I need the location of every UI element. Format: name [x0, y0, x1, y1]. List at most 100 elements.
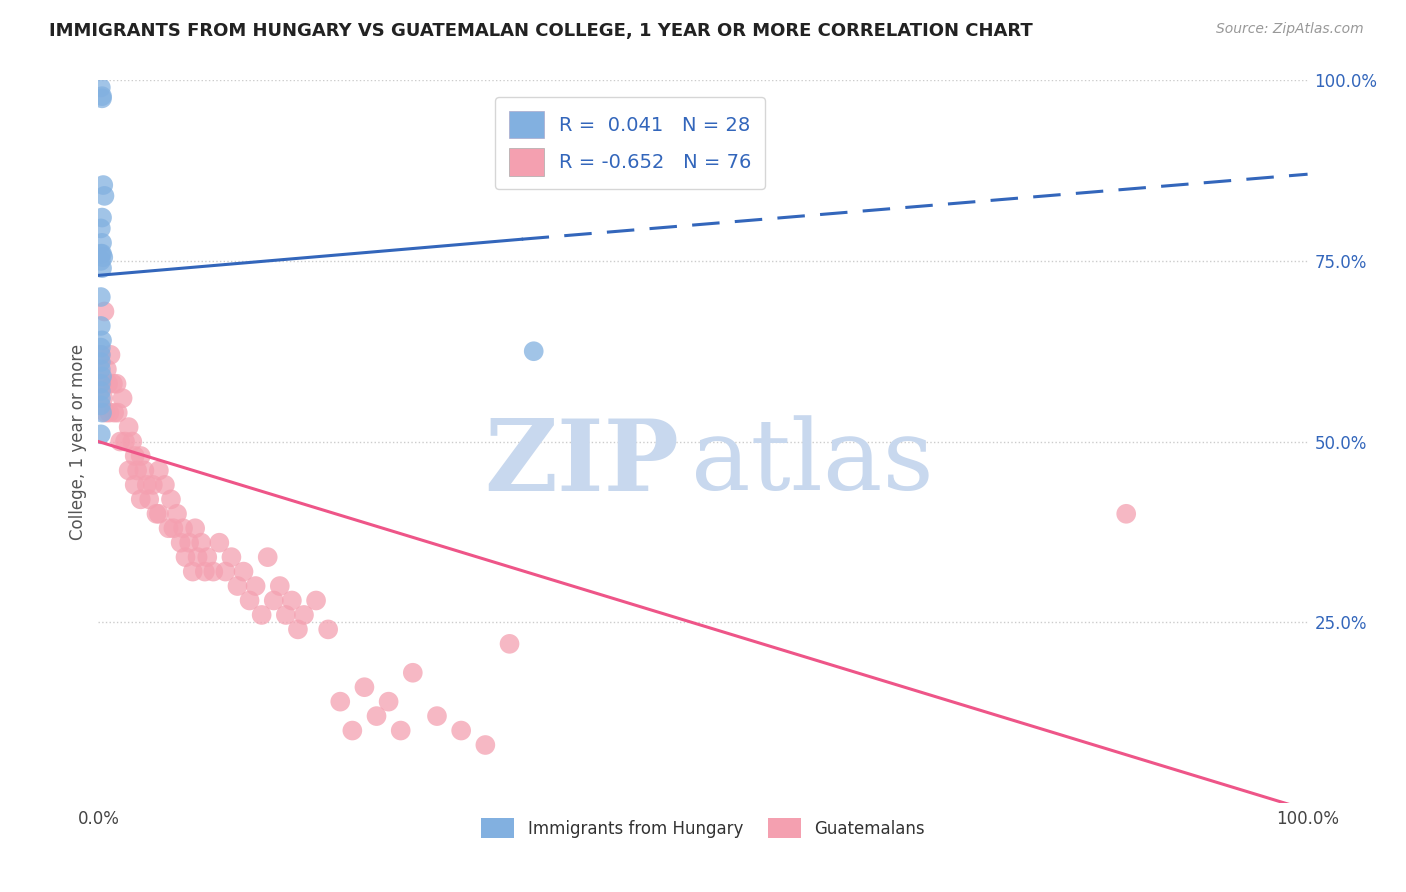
Point — [98, 406, 121, 420]
Point — [250, 607, 273, 622]
Point — [329, 695, 352, 709]
Point — [91, 89, 114, 103]
Point — [426, 709, 449, 723]
Point — [157, 521, 180, 535]
Point — [245, 579, 267, 593]
Point — [114, 434, 136, 449]
Point — [91, 178, 114, 192]
Point — [90, 362, 112, 376]
Point — [90, 348, 112, 362]
Point — [142, 478, 165, 492]
Point — [342, 723, 364, 738]
Point — [90, 253, 112, 268]
Point — [138, 492, 160, 507]
Point — [269, 579, 291, 593]
Point — [239, 593, 262, 607]
Point — [91, 235, 114, 250]
Point — [91, 369, 114, 384]
Point — [94, 406, 117, 420]
Point — [129, 449, 152, 463]
Point — [281, 593, 304, 607]
Point — [127, 463, 149, 477]
Point — [121, 434, 143, 449]
Point — [366, 709, 388, 723]
Point — [402, 665, 425, 680]
Point — [316, 623, 339, 637]
Point — [91, 261, 114, 276]
Point — [103, 406, 125, 420]
Point — [96, 362, 118, 376]
Point — [93, 304, 115, 318]
Point — [162, 521, 184, 535]
Point — [90, 290, 112, 304]
Point — [91, 334, 114, 348]
Point — [523, 344, 546, 359]
Point — [148, 463, 170, 477]
Point — [1115, 507, 1137, 521]
Point — [153, 478, 176, 492]
Point — [90, 246, 112, 260]
Y-axis label: College, 1 year or more: College, 1 year or more — [69, 343, 87, 540]
Point — [90, 398, 112, 412]
Point — [208, 535, 231, 549]
Point — [179, 535, 201, 549]
Point — [90, 341, 112, 355]
Point — [90, 318, 112, 333]
Point — [134, 463, 156, 477]
Point — [129, 492, 152, 507]
Point — [111, 391, 134, 405]
Point — [353, 680, 375, 694]
Point — [194, 565, 217, 579]
Point — [91, 211, 114, 225]
Point — [221, 550, 243, 565]
Point — [107, 406, 129, 420]
Point — [190, 535, 212, 549]
Point — [97, 376, 120, 391]
Point — [135, 478, 157, 492]
Point — [498, 637, 520, 651]
Point — [169, 535, 191, 549]
Point — [305, 593, 328, 607]
Text: Source: ZipAtlas.com: Source: ZipAtlas.com — [1216, 22, 1364, 37]
Text: ZIP: ZIP — [484, 415, 679, 512]
Point — [91, 376, 114, 391]
Point — [124, 449, 146, 463]
Point — [91, 406, 114, 420]
Point — [90, 391, 112, 405]
Point — [91, 250, 114, 264]
Point — [90, 348, 112, 362]
Point — [118, 420, 141, 434]
Point — [195, 550, 218, 565]
Point — [174, 550, 197, 565]
Point — [90, 427, 112, 442]
Point — [263, 593, 285, 607]
Point — [101, 376, 124, 391]
Point — [90, 80, 112, 95]
Point — [181, 565, 204, 579]
Legend: Immigrants from Hungary, Guatemalans: Immigrants from Hungary, Guatemalans — [474, 812, 932, 845]
Point — [90, 376, 112, 391]
Point — [184, 521, 207, 535]
Point — [145, 507, 167, 521]
Point — [108, 434, 131, 449]
Point — [274, 607, 297, 622]
Point — [91, 91, 114, 105]
Point — [187, 550, 209, 565]
Point — [90, 221, 112, 235]
Point — [160, 492, 183, 507]
Point — [232, 565, 254, 579]
Point — [292, 607, 315, 622]
Point — [90, 355, 112, 369]
Point — [256, 550, 278, 565]
Point — [100, 348, 122, 362]
Text: IMMIGRANTS FROM HUNGARY VS GUATEMALAN COLLEGE, 1 YEAR OR MORE CORRELATION CHART: IMMIGRANTS FROM HUNGARY VS GUATEMALAN CO… — [49, 22, 1033, 40]
Point — [91, 391, 114, 405]
Point — [91, 246, 114, 260]
Point — [389, 723, 412, 738]
Point — [90, 384, 112, 398]
Point — [166, 507, 188, 521]
Point — [474, 738, 496, 752]
Point — [377, 695, 399, 709]
Point — [172, 521, 194, 535]
Point — [124, 478, 146, 492]
